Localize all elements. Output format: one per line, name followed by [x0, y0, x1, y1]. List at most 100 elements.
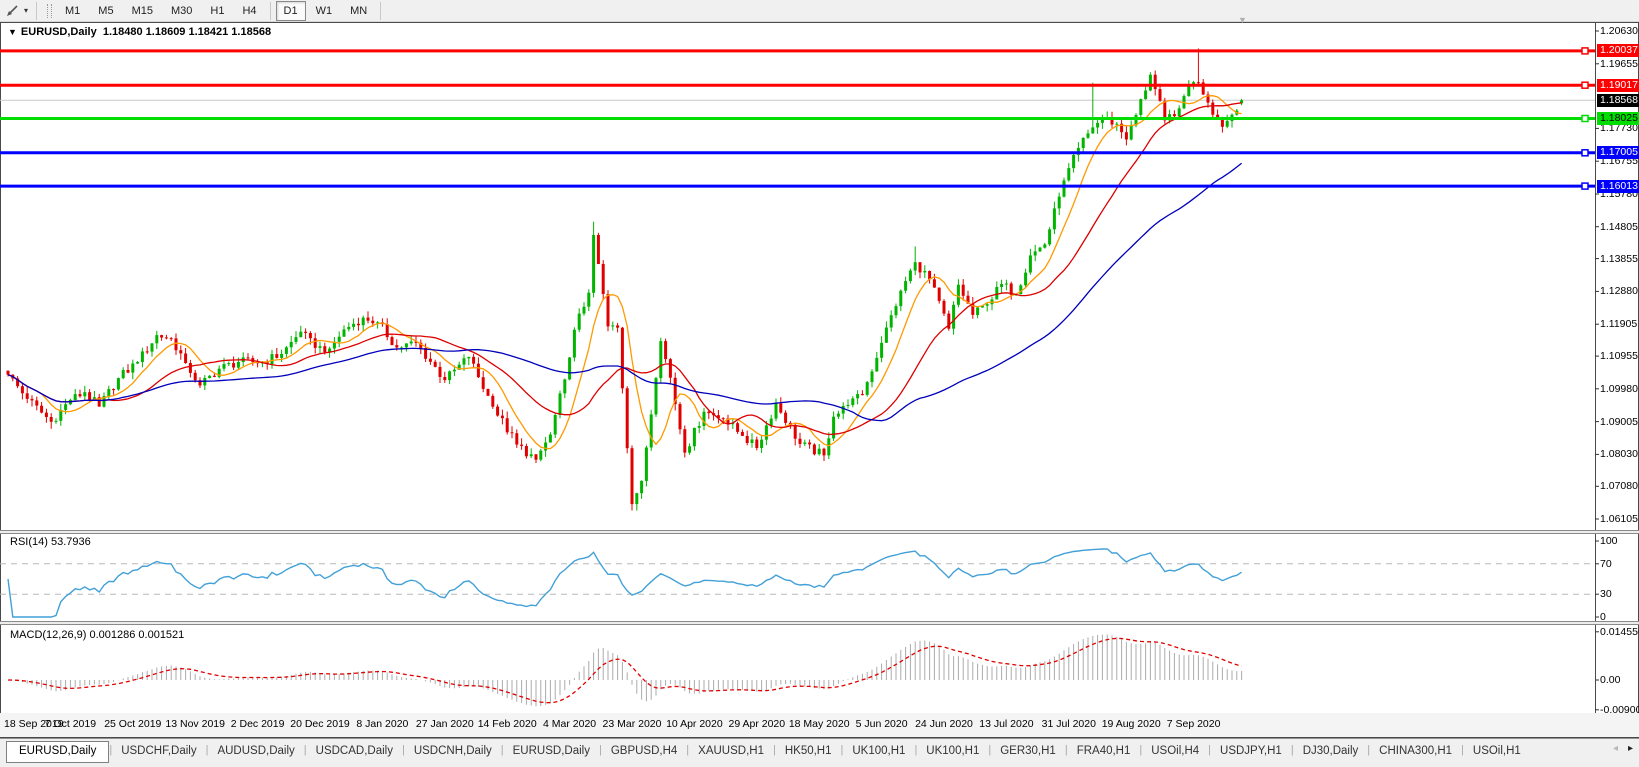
- date-label: 27 Jan 2020: [415, 718, 474, 730]
- price-tick-label: 1.09005: [1600, 415, 1638, 428]
- chart-window: [0, 22, 1639, 738]
- timeframe-button-D1[interactable]: D1: [275, 0, 306, 21]
- chart-tab-bar: EURUSD,Daily | USDCHF,Daily | AUDUSD,Daily | U…: [0, 738, 1639, 767]
- hline-price-label: 1.17005: [1597, 146, 1639, 160]
- tab-separator: |: [1367, 744, 1371, 756]
- chart-tab-hk50-h1[interactable]: HK50,H1: [784, 745, 832, 757]
- date-label: 24 Jun 2020: [915, 718, 973, 730]
- time-axis[interactable]: 18 Sep 2019 7 Oct 2019 25 Oct 2019 13 Nov 2…: [0, 713, 1639, 737]
- date-label: 31 Jul 2020: [1041, 718, 1096, 730]
- timeframe-button-W1[interactable]: W1: [315, 4, 333, 17]
- chart-tab-xauusd-h1[interactable]: XAUUSD,H1: [698, 745, 764, 757]
- chart-tab-china300-h1[interactable]: CHINA300,H1: [1379, 745, 1453, 757]
- timeframe-button-M15[interactable]: M15: [131, 4, 153, 17]
- timeframe-button-MN[interactable]: MN: [350, 4, 368, 17]
- rsi-scale-label: 70: [1600, 557, 1612, 570]
- price-tick-label: 1.13855: [1600, 252, 1638, 265]
- panel-splitter[interactable]: [0, 621, 1639, 625]
- tab-separator: |: [1461, 744, 1464, 756]
- chart-symbol-label: EURUSD,Daily: [20, 26, 97, 38]
- date-label: 18 Sep 2019: [4, 718, 64, 730]
- date-label: 13 Nov 2019: [165, 718, 225, 730]
- macd-scale-label: 0.014556: [1600, 625, 1639, 638]
- line-tool-dropdown-arrow[interactable]: ▾: [23, 6, 28, 15]
- tab-scroll-right-icon[interactable]: ▸: [1627, 743, 1633, 754]
- timeframe-button-H1[interactable]: H1: [210, 4, 225, 17]
- price-tick-label: 1.20630: [1600, 25, 1638, 37]
- timeframe-button-M5[interactable]: M5: [98, 4, 114, 17]
- toolbar-separator: [269, 1, 271, 20]
- macd-scale-label: -0.009001: [1600, 703, 1639, 716]
- tab-separator: |: [1139, 744, 1143, 756]
- line-tool-icon[interactable]: [4, 3, 20, 19]
- tab-separator: |: [840, 744, 844, 756]
- rsi-scale-label: 30: [1600, 588, 1612, 601]
- timeframe-button-M30[interactable]: M30: [170, 4, 193, 17]
- date-label: 19 Aug 2020: [1101, 718, 1161, 730]
- chart-tab-eurusd-daily[interactable]: EURUSD,Daily: [6, 741, 110, 763]
- date-label: 14 Feb 2020: [477, 718, 537, 730]
- date-label: 20 Dec 2019: [290, 718, 350, 730]
- date-label: 5 Jun 2020: [855, 718, 908, 730]
- hline-price-label: 1.19017: [1597, 78, 1639, 92]
- price-tick-label: 1.07080: [1600, 480, 1638, 493]
- date-label: 23 Mar 2020: [602, 718, 662, 730]
- chart-tab-dj30-daily[interactable]: DJ30,Daily: [1302, 745, 1359, 757]
- tab-separator: |: [1064, 744, 1068, 756]
- chart-title: ▼ EURUSD,Daily 1.18480 1.18609 1.18421 1.…: [8, 26, 271, 38]
- price-tick-label: 1.10955: [1600, 350, 1638, 363]
- chart-tab-usdchf-daily[interactable]: USDCHF,Daily: [121, 745, 197, 757]
- price-tick-label: 1.09980: [1600, 382, 1638, 395]
- tab-separator: |: [109, 744, 113, 756]
- chart-tab-fra40-h1[interactable]: FRA40,H1: [1076, 745, 1131, 757]
- toolbar-grip[interactable]: [47, 3, 52, 18]
- chart-ohlc-values: 1.18480 1.18609 1.18421 1.18568: [102, 26, 272, 38]
- chart-canvas[interactable]: [0, 22, 1639, 738]
- tab-separator: |: [686, 744, 690, 756]
- timeframe-button-M1[interactable]: M1: [65, 4, 81, 17]
- tab-scroll-left-icon[interactable]: ◂: [1612, 743, 1618, 754]
- tab-separator: |: [772, 744, 776, 756]
- toolbar-separator: [380, 1, 382, 20]
- tab-separator: |: [1290, 744, 1294, 756]
- chart-tab-gbpusd-h4[interactable]: GBPUSD,H4: [610, 745, 678, 757]
- price-tick-label: 1.06105: [1600, 513, 1638, 526]
- timeframe-button-H4[interactable]: H4: [242, 4, 257, 17]
- chart-tab-ger30-h1[interactable]: GER30,H1: [1000, 745, 1056, 757]
- price-tick-label: 1.17730: [1600, 122, 1638, 135]
- chart-tab-usdcad-daily[interactable]: USDCAD,Daily: [315, 745, 393, 757]
- tab-separator: |: [1208, 744, 1212, 756]
- toolbar: ▾ M1 M5 M15 M30 H1 H4 D1 W1 MN: [0, 0, 1639, 22]
- price-tick-label: 1.12880: [1600, 285, 1638, 298]
- chart-tab-usdcnh-daily[interactable]: USDCNH,Daily: [413, 745, 492, 757]
- tab-separator: |: [303, 744, 307, 756]
- tab-separator: |: [598, 744, 602, 756]
- current-price-label: 1.18568: [1597, 93, 1639, 107]
- price-tick-label: 1.08030: [1600, 448, 1638, 461]
- hline-price-label: 1.18025: [1597, 112, 1639, 126]
- chart-tab-uk100-h1[interactable]: UK100,H1: [852, 745, 906, 757]
- timeframe-button-group: M1 M5 M15 M30 H1 H4 D1 W1 MN: [56, 0, 376, 21]
- tab-separator: |: [914, 744, 918, 756]
- price-tick-label: 1.11905: [1600, 318, 1638, 331]
- tab-scroll-buttons: ◂ ▸: [1613, 743, 1633, 754]
- price-tick-label: 1.19655: [1600, 57, 1638, 70]
- date-label: 7 Oct 2019: [44, 718, 97, 730]
- chart-tab-usdjpy-h1[interactable]: USDJPY,H1: [1220, 745, 1282, 757]
- hline-price-label: 1.16013: [1597, 179, 1639, 193]
- date-label: 18 May 2020: [788, 718, 850, 730]
- tab-separator: |: [988, 744, 992, 756]
- chart-tab-audusd-daily[interactable]: AUDUSD,Daily: [217, 745, 295, 757]
- date-label: 25 Oct 2019: [104, 718, 162, 730]
- chart-tab-eurusd-daily[interactable]: EURUSD,Daily: [512, 745, 590, 757]
- chart-tab-usoil-h4[interactable]: USOil,H4: [1151, 745, 1200, 757]
- chart-tab-usoil-h1[interactable]: USOil,H1: [1472, 745, 1521, 757]
- chart-shift-marker-icon[interactable]: ▼: [1238, 15, 1247, 25]
- chart-tab-uk100-h1[interactable]: UK100,H1: [926, 745, 980, 757]
- macd-indicator-label: MACD(12,26,9) 0.001286 0.001521: [10, 629, 185, 641]
- panel-splitter[interactable]: [0, 530, 1639, 534]
- rsi-scale-label: 100: [1600, 535, 1618, 547]
- date-label: 10 Apr 2020: [666, 718, 723, 730]
- date-label: 2 Dec 2019: [230, 718, 285, 730]
